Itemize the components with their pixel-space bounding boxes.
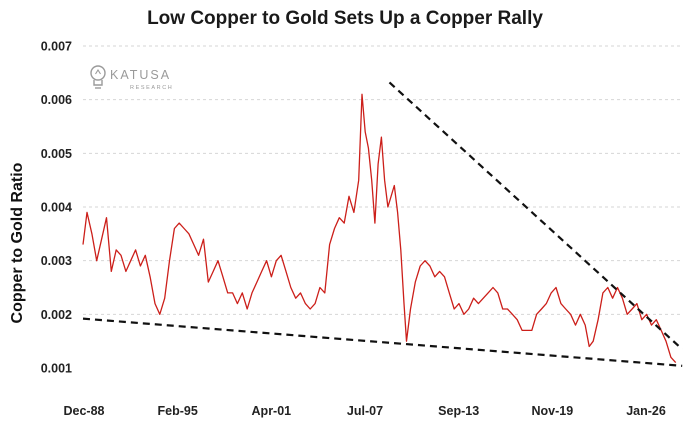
x-tick-label: Apr-01 <box>252 404 292 418</box>
logo-name: KATUSA <box>110 68 171 82</box>
y-tick-label: 0.004 <box>41 201 72 215</box>
y-tick-label: 0.003 <box>41 254 72 268</box>
trend-line-2 <box>388 81 683 351</box>
x-tick-label: Sep-13 <box>438 404 479 418</box>
x-tick-label: Jul-07 <box>347 404 383 418</box>
katusa-logo: KATUSA RESEARCH <box>90 65 173 91</box>
y-tick-labels: 0.007 0.006 0.005 0.004 0.003 0.002 0.001 <box>41 40 72 376</box>
y-axis-label: Copper to Gold Ratio <box>9 162 26 323</box>
trend-lines <box>82 81 683 367</box>
y-tick-label: 0.005 <box>41 147 72 161</box>
y-tick-label: 0.006 <box>41 93 72 107</box>
x-tick-label: Jan-26 <box>626 404 666 418</box>
y-tick-label: 0.002 <box>41 308 72 322</box>
y-tick-label: 0.007 <box>41 40 72 54</box>
x-tick-label: Dec-88 <box>64 404 105 418</box>
x-tick-label: Feb-95 <box>158 404 198 418</box>
y-tick-label: 0.001 <box>41 362 72 376</box>
x-tick-labels: Dec-88 Feb-95 Apr-01 Jul-07 Sep-13 Nov-19 Jan-… <box>64 404 666 418</box>
copper-gold-ratio-line <box>82 93 677 364</box>
logo-subtitle: RESEARCH <box>130 85 173 91</box>
x-tick-label: Nov-19 <box>531 404 573 418</box>
trend-line-1 <box>82 317 683 367</box>
lightbulb-icon <box>90 65 106 89</box>
chart-title: Low Copper to Gold Sets Up a Copper Rall… <box>147 8 543 29</box>
